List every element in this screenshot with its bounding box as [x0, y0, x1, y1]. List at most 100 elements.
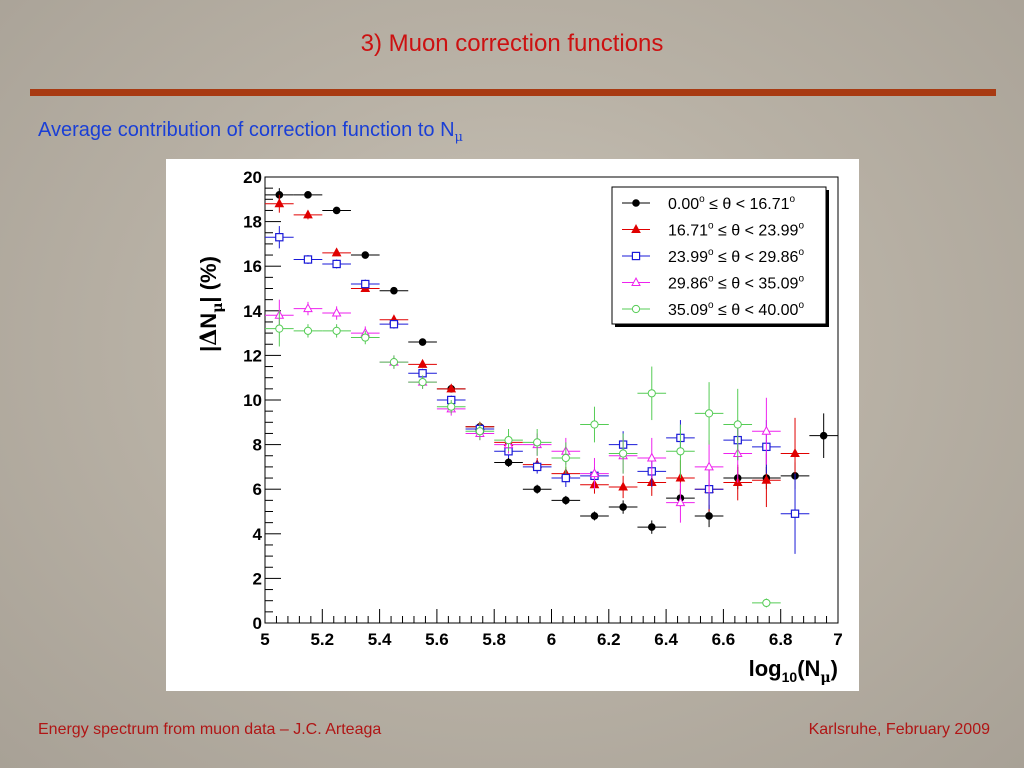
legend-degree: o	[790, 194, 796, 205]
data-point	[361, 279, 370, 289]
legend-range: ≤ θ < 16.71	[705, 196, 790, 213]
series-0	[265, 188, 838, 534]
legend-degree: o	[708, 300, 714, 311]
data-point	[390, 286, 398, 295]
legend-range: ≤ θ < 23.99	[714, 223, 799, 240]
legend-degree: o	[798, 300, 804, 311]
data-point	[304, 191, 312, 199]
data-point	[590, 512, 599, 520]
data-point	[533, 485, 541, 494]
legend-degree: o	[708, 247, 714, 258]
x-tick-label: 6.6	[712, 630, 736, 649]
data-point	[274, 198, 285, 208]
data-point	[361, 333, 370, 342]
y-label-n: N	[196, 313, 221, 329]
data-point	[704, 461, 714, 471]
data-point	[761, 425, 772, 435]
data-point	[418, 378, 427, 387]
legend-marker	[631, 277, 641, 286]
data-point	[275, 324, 284, 333]
chart-figure: 5 5.2 5.4 5.6 5.8 6 6.2 6.4 6.6 6.8 7 0 2 4 6 8 10 12 14 16…	[166, 159, 859, 691]
data-point	[561, 453, 570, 463]
data-point	[646, 452, 657, 462]
x-tick-label: 6	[547, 630, 556, 649]
legend-degree: o	[708, 221, 714, 232]
data-point	[619, 449, 628, 458]
legend-value: 16.71	[668, 223, 708, 240]
legend-marker	[631, 304, 641, 314]
y-tick-label: 12	[243, 346, 262, 365]
legend-marker	[631, 224, 641, 233]
subtitle-subscript: μ	[454, 130, 463, 145]
data-point	[790, 509, 800, 518]
data-point	[761, 474, 772, 484]
data-point	[332, 206, 341, 215]
legend-degree: o	[708, 274, 714, 285]
data-point	[303, 209, 313, 219]
data-point	[275, 233, 284, 242]
legend-entry: 29.86o ≤ θ < 35.09o	[668, 274, 804, 293]
data-point	[561, 473, 571, 483]
legend-range: ≤ θ < 40.00	[714, 302, 799, 319]
legend-range: ≤ θ < 29.86	[714, 249, 799, 266]
legend-degree: o	[798, 274, 804, 285]
legend-entry: 35.09o ≤ θ < 40.00o	[668, 300, 804, 319]
footer-location-date: Karlsruhe, February 2009	[808, 721, 990, 738]
data-point	[704, 409, 714, 418]
data-point	[562, 496, 570, 505]
legend-value: 23.99	[668, 249, 708, 266]
legend-marker	[632, 199, 640, 207]
data-point	[647, 389, 656, 398]
legend-degree: o	[699, 194, 705, 205]
data-point	[332, 326, 341, 335]
data-point	[417, 358, 428, 368]
x-tick-label: 6.2	[597, 630, 621, 649]
x-tick-label: 5.8	[482, 630, 506, 649]
data-point	[762, 598, 771, 608]
data-point	[589, 468, 600, 478]
x-label-close: )	[831, 656, 838, 681]
slide-title: 3) Muon correction functions	[360, 30, 664, 57]
data-point	[619, 503, 627, 511]
x-label-mu: μ	[820, 670, 830, 686]
y-tick-label: 10	[243, 391, 262, 410]
y-tick-label: 0	[253, 614, 262, 633]
data-point	[819, 431, 828, 440]
legend-value: 29.86	[668, 276, 708, 293]
y-tick-label: 4	[253, 525, 263, 544]
x-tick-label: 5	[260, 630, 269, 649]
data-point	[418, 338, 427, 346]
legend-degree: o	[798, 247, 804, 258]
legend-value: 35.09	[668, 302, 708, 319]
x-label-log: log	[749, 656, 782, 681]
y-label-delta: Δ	[196, 329, 222, 346]
x-tick-label: 7	[833, 630, 842, 649]
data-point	[332, 259, 341, 269]
x-label-n: (N	[797, 656, 820, 681]
data-point	[590, 420, 599, 429]
y-label-bar: |	[196, 346, 221, 352]
x-tick-label: 6.4	[654, 630, 678, 649]
y-label-unit: | (%)	[196, 256, 221, 302]
data-point	[733, 420, 742, 429]
data-point	[331, 247, 342, 257]
legend-entry: 23.99o ≤ θ < 29.86o	[668, 247, 804, 266]
slide-subtitle: Average contribution of correction funct…	[38, 119, 463, 145]
data-point	[504, 436, 513, 445]
subtitle-text: Average contribution of correction funct…	[38, 119, 455, 141]
data-point	[303, 255, 313, 264]
data-point	[647, 523, 656, 531]
series-4	[265, 310, 781, 608]
data-point	[361, 251, 370, 259]
legend-entry: 0.00o ≤ θ < 16.71o	[668, 194, 796, 213]
y-label-mu: μ	[210, 303, 226, 313]
data-point	[303, 326, 313, 335]
title-divider	[30, 89, 996, 96]
data-point	[447, 402, 456, 411]
y-tick-label: 2	[253, 569, 262, 588]
y-tick-label: 20	[243, 168, 262, 187]
muon-correction-chart: 5 5.2 5.4 5.6 5.8 6 6.2 6.4 6.6 6.8 7 0 2 4 6 8 10 12 14 16…	[196, 168, 843, 686]
footer-author: Energy spectrum from muon data – J.C. Ar…	[38, 721, 382, 738]
data-point	[389, 319, 399, 329]
legend-value: 0.00	[668, 196, 699, 213]
